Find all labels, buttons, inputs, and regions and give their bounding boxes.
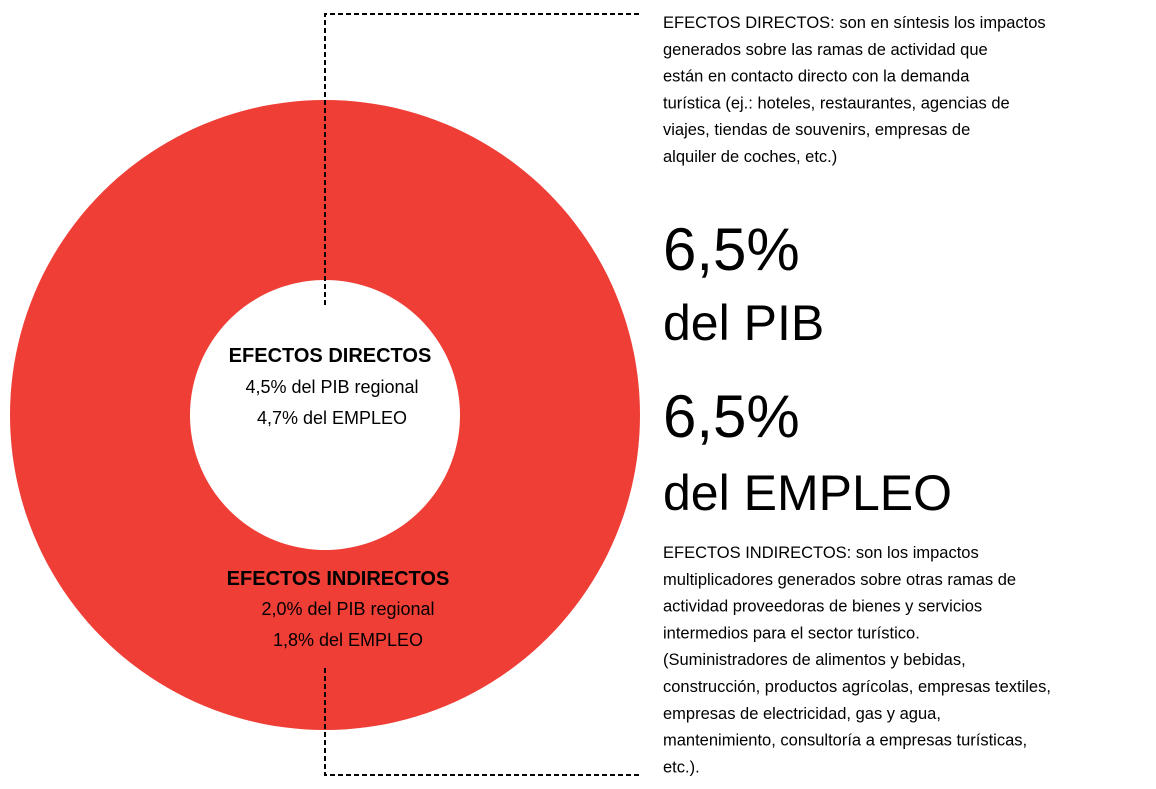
direct-title: EFECTOS DIRECTOS [229,345,432,367]
highlight-label: del PIB [663,295,824,351]
indirect-description-line: construcción, productos agrícolas, empre… [663,678,1051,696]
indirect-description-line: intermedios para el sector turístico. [663,624,920,642]
direct-description-line: turística (ej.: hoteles, restaurantes, a… [663,94,1010,112]
direct-description-line: EFECTOS DIRECTOS: son en síntesis los im… [663,14,1046,32]
indirect-title: EFECTOS INDIRECTOS [227,568,450,590]
indirect-description-line: mantenimiento, consultoría a empresas tu… [663,732,1027,750]
donut [10,100,641,731]
indirect-line: 2,0% del PIB regional [261,599,434,619]
indirect-description-line: actividad proveedoras de bienes y servic… [663,598,982,616]
indirect-description-line: etc.). [663,758,700,776]
direct-description-line: están en contacto directo con la demanda [663,68,970,86]
direct-line: 4,7% del EMPLEO [257,408,407,428]
indirect-description-line: empresas de electricidad, gas y agua, [663,705,941,723]
direct-description-line: alquiler de coches, etc.) [663,148,837,166]
indirect-line: 1,8% del EMPLEO [273,630,423,650]
connector-bottom [324,668,640,776]
highlight-label: del EMPLEO [663,465,952,521]
highlight-value: 6,5% [663,216,800,283]
highlight-value: 6,5% [663,383,800,450]
direct-line: 4,5% del PIB regional [245,377,418,397]
indirect-description-line: EFECTOS INDIRECTOS: son los impactos [663,544,979,562]
indirect-description-line: multiplicadores generados sobre otras ra… [663,571,1016,589]
direct-description-line: viajes, tiendas de souvenirs, empresas d… [663,121,970,139]
connector-top [324,13,640,305]
direct-description-line: generados sobre las ramas de actividad q… [663,41,988,59]
indirect-description-line: (Suministradores de alimentos y bebidas, [663,651,966,669]
